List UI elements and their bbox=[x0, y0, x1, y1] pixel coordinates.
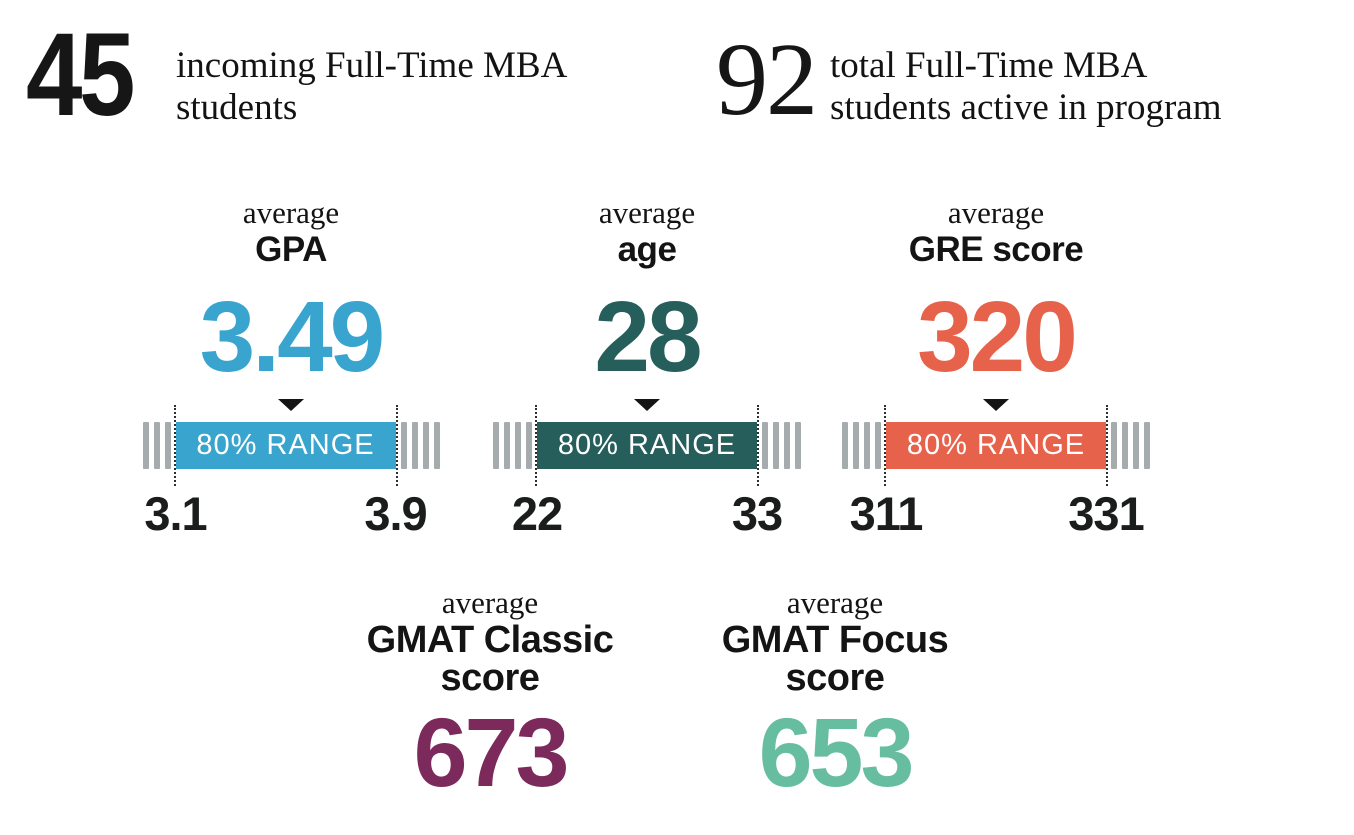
tick-stripes-left bbox=[493, 422, 532, 470]
range-dashed-line-left bbox=[535, 405, 537, 487]
range-dashed-line-left bbox=[884, 405, 886, 487]
range-min-gpa: 3.1 bbox=[144, 487, 207, 541]
range-max-gpa: 3.9 bbox=[364, 487, 427, 541]
triangle-down-icon bbox=[278, 399, 304, 412]
triangle-down-icon bbox=[983, 399, 1009, 412]
stat-block-age: average age 28 80% RANGE 22 33 bbox=[447, 195, 847, 540]
tick-stripes-left bbox=[142, 422, 171, 470]
stat-average-label: average bbox=[242, 195, 340, 230]
score-title-gmat-focus: GMAT Focus score bbox=[722, 621, 949, 697]
score-block-gmat-classic: average GMAT Classic score 673 bbox=[280, 585, 700, 807]
tick-stripes-right bbox=[1111, 422, 1150, 470]
stat-average-label: average bbox=[947, 195, 1045, 230]
incoming-label: incoming Full-Time MBA students bbox=[176, 45, 567, 129]
range-bar-age: 80% RANGE bbox=[537, 422, 757, 470]
incoming-count-value: 45 bbox=[26, 9, 135, 141]
incoming-label-line2: students bbox=[176, 87, 298, 128]
stat-value-gre: 320 bbox=[917, 281, 1078, 394]
incoming-count: 45 bbox=[26, 16, 149, 134]
range-dashed-line-right bbox=[757, 405, 759, 487]
stat-value-age: 28 bbox=[594, 281, 702, 394]
range-bar-gpa: 80% RANGE bbox=[175, 422, 396, 470]
score-title-line1: GMAT Focus bbox=[721, 618, 949, 661]
range-bar-gre: 80% RANGE bbox=[886, 422, 1106, 470]
total-label-line1: total Full-Time MBA bbox=[830, 45, 1148, 86]
score-title-gmat-classic: GMAT Classic score bbox=[367, 621, 614, 697]
score-block-gmat-focus: average GMAT Focus score 653 bbox=[625, 585, 1045, 807]
total-label-line2: students active in program bbox=[830, 87, 1222, 128]
score-average-label: average bbox=[786, 585, 884, 620]
tick-stripes-right bbox=[400, 422, 440, 470]
triangle-down-icon bbox=[634, 399, 660, 412]
stat-value-gpa: 3.49 bbox=[199, 281, 386, 394]
total-label: total Full-Time MBA students active in p… bbox=[830, 45, 1221, 129]
score-value-gmat-classic: 673 bbox=[413, 697, 570, 807]
range-row-age: 80% RANGE 22 33 bbox=[493, 405, 801, 540]
stat-title-age: age bbox=[617, 229, 677, 269]
tick-stripes-left bbox=[842, 422, 881, 470]
total-count: 92 bbox=[716, 22, 818, 137]
stat-block-gre: average GRE score 320 80% RANGE 311 331 bbox=[796, 195, 1196, 540]
range-bar-wrap: 80% RANGE 22 33 bbox=[512, 405, 783, 540]
score-title-line2: score bbox=[785, 656, 885, 699]
stat-average-label: average bbox=[598, 195, 696, 230]
range-max-gre: 331 bbox=[1068, 487, 1144, 541]
range-dashed-line-right bbox=[1106, 405, 1108, 487]
score-title-line1: GMAT Classic bbox=[366, 618, 614, 661]
range-bar-wrap: 80% RANGE 3.1 3.9 bbox=[144, 405, 428, 540]
stat-block-gpa: average GPA 3.49 80% RANGE 3.1 3.9 bbox=[91, 195, 491, 540]
stat-title-gre: GRE score bbox=[908, 229, 1084, 269]
score-value-gmat-focus: 653 bbox=[758, 697, 915, 807]
range-max-age: 33 bbox=[731, 487, 783, 541]
range-row-gre: 80% RANGE 311 331 bbox=[842, 405, 1150, 540]
range-row-gpa: 80% RANGE 3.1 3.9 bbox=[142, 405, 440, 540]
tick-stripes-right bbox=[762, 422, 801, 470]
range-dashed-line-right bbox=[395, 405, 398, 487]
range-min-gre: 311 bbox=[849, 487, 924, 541]
score-average-label: average bbox=[441, 585, 539, 620]
range-min-age: 22 bbox=[511, 487, 563, 541]
score-title-line2: score bbox=[440, 656, 540, 699]
range-bar-wrap: 80% RANGE 311 331 bbox=[850, 405, 1145, 540]
incoming-label-line1: incoming Full-Time MBA bbox=[176, 45, 568, 86]
stat-title-gpa: GPA bbox=[255, 229, 327, 269]
range-dashed-line-left bbox=[173, 405, 176, 487]
